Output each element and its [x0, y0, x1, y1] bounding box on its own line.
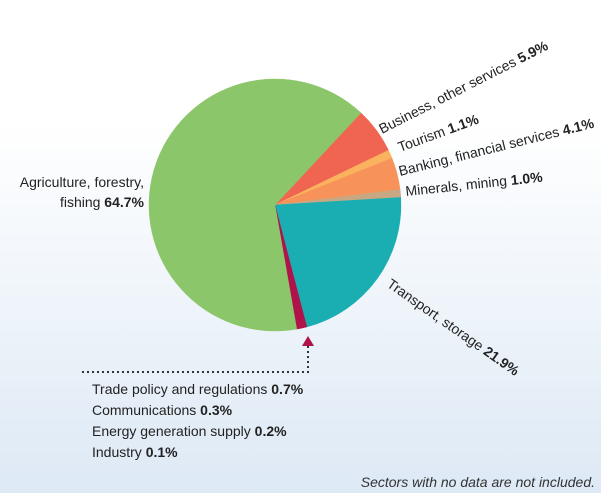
small-sector-item: Industry 0.1% [92, 444, 178, 460]
slice-label: Minerals, mining 1.0% [405, 169, 544, 199]
pie-slices [148, 78, 402, 332]
slice-label: Transport, storage 21.9% [384, 275, 523, 379]
small-sector-item: Trade policy and regulations 0.7% [92, 381, 304, 397]
chart-note: Sectors with no data are not included. [360, 474, 595, 490]
slice-label: Banking, financial services 4.1% [397, 115, 596, 179]
small-sectors-list: Trade policy and regulations 0.7% Commun… [92, 379, 303, 463]
small-sector-item: Communications 0.3% [92, 402, 233, 418]
pie-slice-agriculture-forestry-fishing [148, 78, 362, 332]
pie-slice-transport-storage [274, 197, 402, 328]
leader-line [82, 346, 309, 373]
small-sector-item: Energy generation supply 0.2% [92, 423, 287, 439]
slice-label: Agriculture, forestry, fishing 64.7% [20, 174, 145, 210]
leader-arrow-icon [302, 336, 314, 346]
small-sectors-leader [82, 336, 314, 373]
